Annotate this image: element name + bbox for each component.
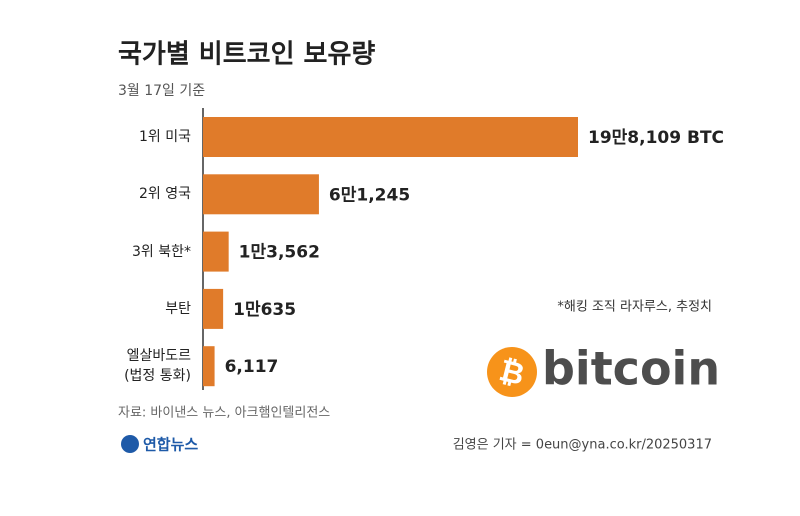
value-label: 6,117 [225,357,279,377]
category-label: 2위 영국 [139,186,191,203]
value-label: 1만635 [233,300,296,320]
agency: 연합뉴스 [143,436,198,454]
category-label: 3위 북한* [132,243,191,260]
chart-title: 국가별 비트코인 보유량 [118,40,375,70]
bitcoin-icon [487,347,537,397]
category-label: 엘살바도르 (법정 통화) [124,348,191,385]
value-label: 6만1,245 [329,185,410,205]
category-label: 부탄 [165,300,191,317]
credit: 김영은 기자 = 0eun@yna.co.kr/20250317 [453,438,712,453]
bar [203,346,215,387]
agency-icon [121,435,139,453]
bar [203,174,319,215]
bar [203,288,224,329]
bitcoin-logo-text: bitcoin [542,342,720,396]
bar [203,231,229,272]
bar [203,117,578,157]
note: *해킹 조직 라자루스, 추정치 [557,300,712,315]
source: 자료: 바이낸스 뉴스, 아크햄인텔리전스 [118,405,330,421]
value-label: 19만8,109 BTC [588,128,724,148]
chart-subtitle: 3월 17일 기준 [118,83,205,99]
value-label: 1만3,562 [239,243,320,263]
category-label: 1위 미국 [139,129,191,145]
